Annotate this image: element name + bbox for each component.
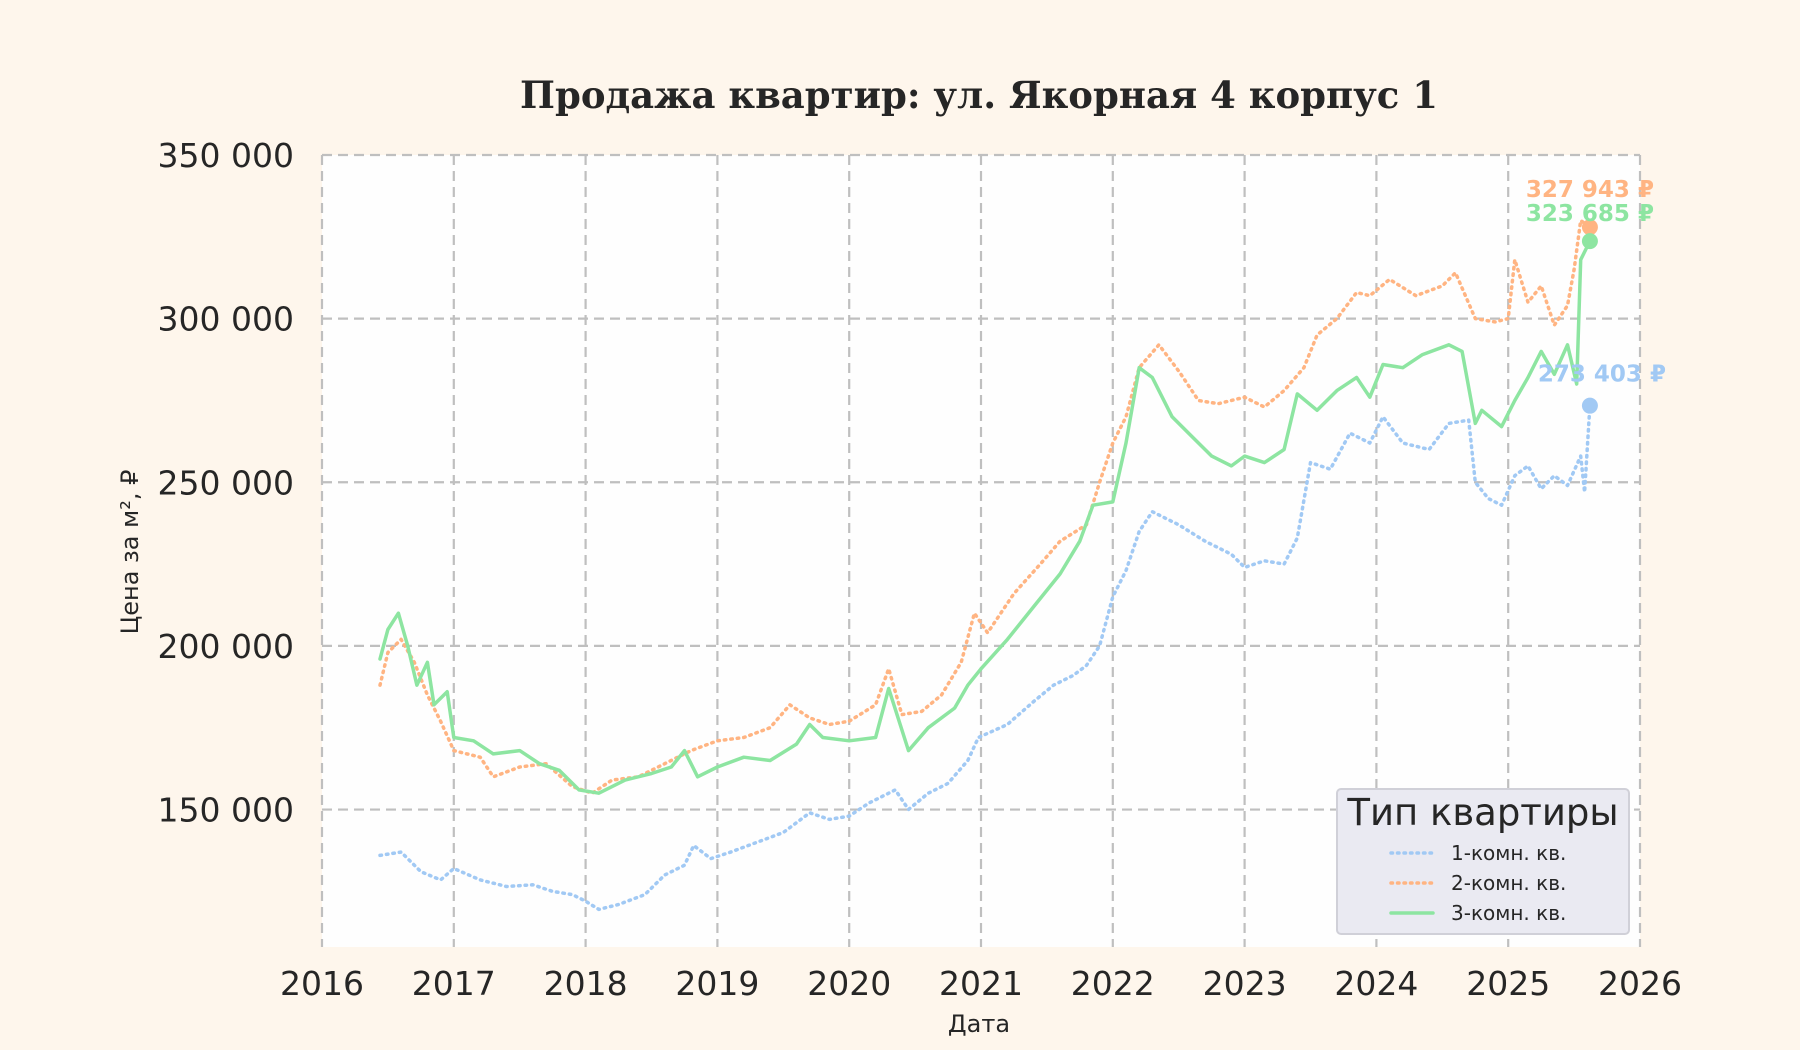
- x-tick-label: 2021: [939, 964, 1023, 1003]
- y-tick-label: 150 000: [158, 791, 294, 830]
- x-tick-labels: 2016 2017 2018 2019 2020 2021 2022 2023 2024 2025…: [280, 964, 1682, 1003]
- legend-title: Тип квартиры: [1346, 791, 1618, 834]
- series-line-2: [378, 218, 1592, 795]
- legend-label-2: 2-комн. кв.: [1451, 871, 1566, 895]
- x-tick-label: 2024: [1334, 964, 1418, 1003]
- x-tick-label: 2026: [1598, 964, 1682, 1003]
- legend-label-3: 3-комн. кв.: [1451, 901, 1566, 925]
- series-end-label-2: 327 943 ₽: [1526, 177, 1654, 203]
- x-axis-label: Дата: [948, 1010, 1010, 1038]
- series-endpoint-2: [1581, 219, 1598, 236]
- end-labels: 273 403 ₽ 327 943 ₽323 685 ₽: [1526, 177, 1666, 414]
- series-end-label-3: 323 685 ₽: [1526, 201, 1654, 227]
- y-tick-label: 300 000: [158, 300, 294, 339]
- y-tick-label: 200 000: [158, 627, 294, 666]
- x-tick-label: 2016: [280, 964, 364, 1003]
- series-end-label-1: 273 403 ₽: [1538, 362, 1666, 388]
- y-tick-label: 250 000: [158, 463, 294, 502]
- chart-title: Продажа квартир: ул. Якорная 4 корпус 1: [520, 73, 1438, 117]
- series-lines: [378, 218, 1592, 912]
- x-tick-label: 2023: [1203, 964, 1287, 1003]
- y-tick-label: 350 000: [158, 136, 294, 175]
- legend: Тип квартиры 1-комн. кв. 2-комн. кв. 3-ком…: [1336, 788, 1630, 935]
- y-tick-labels: 150 000 200 000 250 000 300 000 350 000: [158, 136, 294, 830]
- grid: [320, 153, 1642, 947]
- x-tick-label: 2020: [807, 964, 891, 1003]
- y-axis-label: Цена за м², ₽: [116, 470, 144, 635]
- legend-label-1: 1-комн. кв.: [1451, 841, 1566, 865]
- series-line-1: [378, 403, 1592, 912]
- legend-items: 1-комн. кв. 2-комн. кв. 3-комн. кв.: [1389, 841, 1566, 925]
- x-tick-label: 2025: [1466, 964, 1550, 1003]
- x-tick-label: 2018: [544, 964, 628, 1003]
- x-tick-label: 2017: [412, 964, 496, 1003]
- series-endpoint-3: [1581, 233, 1598, 250]
- x-tick-label: 2022: [1071, 964, 1155, 1003]
- series-endpoint-1: [1581, 397, 1598, 414]
- series-line-3: [378, 239, 1592, 795]
- legend-box: [1336, 788, 1630, 935]
- x-tick-label: 2019: [675, 964, 759, 1003]
